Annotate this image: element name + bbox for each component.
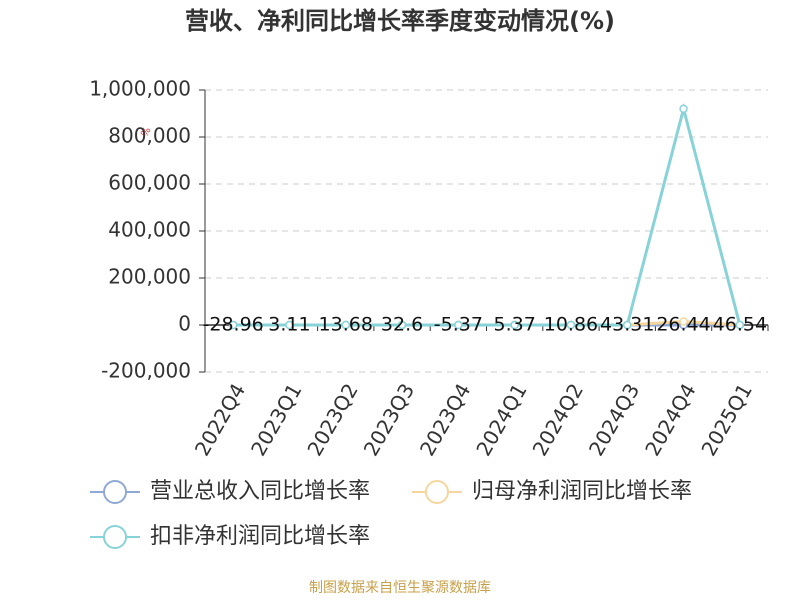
y-tick-label: 600,000 [108, 171, 191, 195]
legend-label: 营业总收入同比增长率 [150, 479, 370, 504]
x-tick-label: 2022Q4 [190, 379, 250, 460]
x-tick-label: 2024Q4 [640, 379, 700, 460]
y-tick-label: 800,000 [108, 124, 191, 148]
legend-marker [104, 526, 126, 548]
x-tick-label: 2025Q1 [696, 379, 756, 460]
data-label: 46.54 [713, 313, 767, 335]
data-label: 3.11 [268, 313, 310, 335]
data-label: 10.86 [544, 313, 598, 335]
x-tick-label: 2023Q1 [246, 379, 306, 460]
source-note: 制图数据来自恒生聚源数据库 [309, 580, 491, 596]
data-label: 26.44 [656, 313, 710, 335]
y-tick-label: 0 [178, 312, 191, 336]
legend-label: 扣非净利润同比增长率 [150, 524, 370, 549]
y-tick-label: 200,000 [108, 265, 191, 289]
x-tick-label: 2023Q2 [302, 379, 362, 460]
y-tick-label: -200,000 [101, 359, 191, 383]
legend-item[interactable]: 营业总收入同比增长率 [90, 479, 370, 504]
data-label: 43.31 [600, 313, 654, 335]
data-label: 32.6 [381, 313, 423, 335]
x-tick-label: 2023Q4 [415, 379, 475, 460]
y-tick-label: 1,000,000 [89, 77, 191, 101]
legend-marker [426, 481, 448, 503]
data-label: -28.96 [203, 314, 264, 336]
data-label: 13.68 [319, 313, 373, 335]
series-line [233, 109, 740, 325]
legend-item[interactable]: 扣非净利润同比增长率 [90, 524, 370, 549]
chart-title: 营收、净利同比增长率季度变动情况(%) [185, 7, 615, 35]
x-tick-label: 2024Q3 [584, 379, 644, 460]
x-tick-label: 2023Q3 [359, 379, 419, 460]
data-label: -5.37 [434, 314, 483, 336]
legend-item[interactable]: 归母净利润同比增长率 [412, 479, 692, 504]
legend-label: 归母净利润同比增长率 [472, 479, 692, 504]
x-tick-label: 2024Q2 [528, 379, 588, 460]
legend-marker [104, 481, 126, 503]
x-tick-label: 2024Q1 [471, 379, 531, 460]
y-tick-label: 400,000 [108, 218, 191, 242]
data-label: 5.37 [493, 313, 535, 335]
data-point [680, 105, 687, 112]
